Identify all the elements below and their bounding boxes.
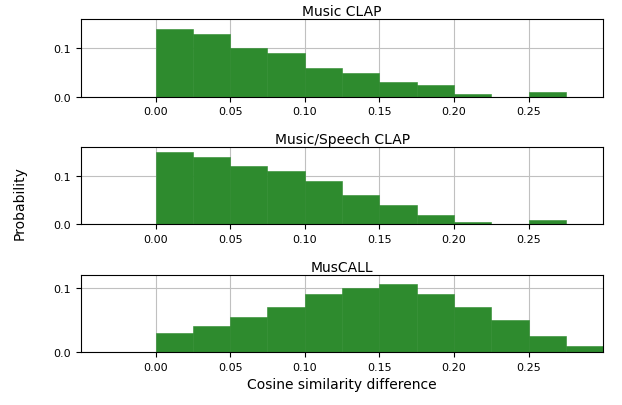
Bar	[305, 181, 342, 225]
Bar	[193, 326, 230, 352]
Bar	[267, 172, 305, 225]
Bar	[454, 95, 491, 98]
Bar	[566, 346, 603, 352]
Bar	[156, 30, 193, 98]
Bar	[529, 336, 566, 352]
Bar	[454, 222, 491, 225]
Bar	[529, 220, 566, 225]
Bar	[156, 153, 193, 225]
Bar	[267, 307, 305, 352]
X-axis label: Cosine similarity difference: Cosine similarity difference	[248, 377, 437, 392]
Bar	[230, 49, 267, 98]
Bar	[267, 54, 305, 98]
Bar	[230, 317, 267, 352]
Bar	[379, 206, 417, 225]
Bar	[417, 215, 454, 225]
Bar	[305, 294, 342, 352]
Bar	[379, 285, 417, 352]
Text: Probability: Probability	[12, 166, 27, 239]
Bar	[417, 85, 454, 98]
Bar	[230, 167, 267, 225]
Bar	[491, 320, 529, 352]
Title: Music/Speech CLAP: Music/Speech CLAP	[274, 132, 410, 147]
Bar	[342, 196, 379, 225]
Bar	[342, 288, 379, 352]
Bar	[342, 73, 379, 98]
Bar	[156, 333, 193, 352]
Bar	[529, 93, 566, 98]
Bar	[193, 157, 230, 225]
Bar	[454, 307, 491, 352]
Bar	[379, 83, 417, 98]
Bar	[305, 68, 342, 98]
Bar	[193, 35, 230, 98]
Title: MusCALL: MusCALL	[311, 260, 373, 274]
Bar	[417, 294, 454, 352]
Title: Music CLAP: Music CLAP	[302, 5, 382, 19]
